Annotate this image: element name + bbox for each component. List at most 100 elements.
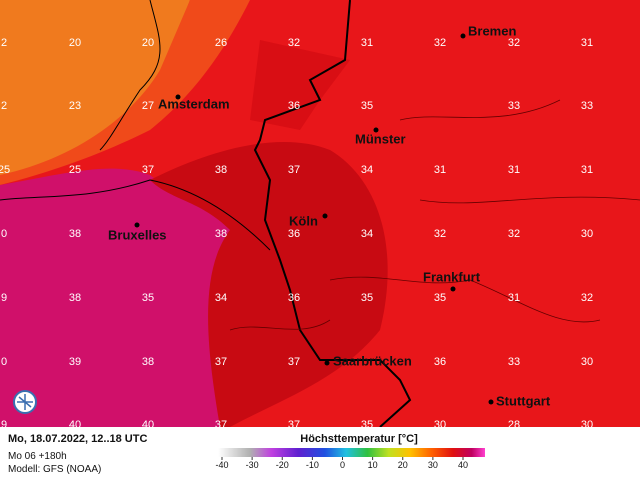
grid-value: 36 <box>288 100 300 112</box>
grid-value: 38 <box>69 292 81 304</box>
grid-value: 26 <box>215 37 227 49</box>
colorbar-label: -10 <box>306 460 319 470</box>
grid-value: 39 <box>69 356 81 368</box>
colorbar-label: 10 <box>368 460 378 470</box>
grid-value: 35 <box>361 100 373 112</box>
grid-value: 31 <box>581 164 593 176</box>
border <box>0 179 271 251</box>
city-dot <box>322 213 328 219</box>
grid-value: 40 <box>69 419 81 431</box>
grid-value: 34 <box>361 164 373 176</box>
grid-value: 35 <box>361 419 373 431</box>
grid-value: 37 <box>288 356 300 368</box>
city-label: Köln <box>289 213 318 228</box>
grid-value: 23 <box>69 100 81 112</box>
city-label: Bremen <box>468 23 516 38</box>
grid-value: 34 <box>361 228 373 240</box>
city-label: Saarbrücken <box>333 353 412 368</box>
grid-value: 38 <box>142 356 154 368</box>
grid-value: 33 <box>508 100 520 112</box>
grid-value: 32 <box>434 228 446 240</box>
grid-value: 37 <box>215 419 227 431</box>
grid-value: 32 <box>508 37 520 49</box>
grid-value: 31 <box>581 37 593 49</box>
legend-title: Höchsttemperatur [°C] <box>300 433 418 445</box>
grid-value: 38 <box>69 228 81 240</box>
city-label: Stuttgart <box>496 393 551 408</box>
grid-value: 36 <box>288 228 300 240</box>
grid-value: 30 <box>581 356 593 368</box>
hot-field <box>0 168 240 427</box>
grid-value: 37 <box>142 164 154 176</box>
grid-value: 37 <box>215 356 227 368</box>
coastline <box>99 0 161 151</box>
grid-value: 38 <box>215 228 227 240</box>
grid-value: 36 <box>288 292 300 304</box>
city-dot <box>460 33 466 39</box>
grid-value: 0 <box>1 228 7 240</box>
city-dot <box>450 286 456 292</box>
colorbar-label: 30 <box>428 460 438 470</box>
grid-value: 25 <box>69 164 81 176</box>
grid-value: 33 <box>508 356 520 368</box>
city-label: Amsterdam <box>158 96 230 111</box>
grid-value: 0 <box>1 356 7 368</box>
field <box>250 40 350 130</box>
grid-value: 31 <box>508 164 520 176</box>
grid-value: 31 <box>508 292 520 304</box>
grid-value: 38 <box>215 164 227 176</box>
hot-field <box>150 141 388 427</box>
city-dot <box>324 360 330 366</box>
city-label: Bruxelles <box>108 227 167 242</box>
colorbar-label: -20 <box>276 460 289 470</box>
city-dot <box>488 399 494 405</box>
grid-value: 35 <box>434 292 446 304</box>
colorbar-label: -40 <box>215 460 228 470</box>
city-dot <box>175 94 181 100</box>
grid-value: 9 <box>1 419 7 431</box>
grid-value: 32 <box>288 37 300 49</box>
grid-value: 40 <box>142 419 154 431</box>
grid-value: 9 <box>1 292 7 304</box>
grid-value: 35 <box>361 292 373 304</box>
field <box>0 0 250 185</box>
grid-value: 36 <box>434 356 446 368</box>
grid-value: 27 <box>142 100 154 112</box>
grid-value: 37 <box>288 164 300 176</box>
grid-value: 32 <box>508 228 520 240</box>
map-area: 2 20 20 26 32 31 32 32 31 2 23 27 36 35 33 33 25 25 37 38 37… <box>0 0 640 431</box>
grid-value: 30 <box>434 419 446 431</box>
grid-value: 2 <box>1 37 7 49</box>
model: Modell: GFS (NOAA) <box>8 464 101 475</box>
grid-value: 34 <box>215 292 227 304</box>
colorbar-label: 0 <box>340 460 345 470</box>
city-label: Frankfurt <box>423 269 481 284</box>
run: Mo 06 +180h <box>8 451 67 462</box>
grid-value: 32 <box>434 37 446 49</box>
grid-value: 33 <box>581 100 593 112</box>
colorbar-label: 40 <box>458 460 468 470</box>
city-dot <box>373 127 379 133</box>
warm-field <box>0 0 190 180</box>
grid-value: 25 <box>0 164 10 176</box>
grid-value: 20 <box>69 37 81 49</box>
colorbar <box>218 448 485 457</box>
border <box>253 0 412 427</box>
region-border <box>229 99 640 331</box>
grid-value: 20 <box>142 37 154 49</box>
grid-value: 31 <box>361 37 373 49</box>
grid-value: 28 <box>508 419 520 431</box>
grid-value: 30 <box>581 419 593 431</box>
city-label: Münster <box>355 131 406 146</box>
grid-value: 2 <box>1 100 7 112</box>
grid-value: 35 <box>142 292 154 304</box>
date: Mo, 18.07.2022, 12..18 UTC <box>8 433 147 445</box>
grid-value: 37 <box>288 419 300 431</box>
colorbar-label: 20 <box>398 460 408 470</box>
city-dot <box>134 222 140 228</box>
grid-value: 31 <box>434 164 446 176</box>
grid-value: 30 <box>581 228 593 240</box>
grid-value: 32 <box>581 292 593 304</box>
logo-mark <box>17 394 33 410</box>
